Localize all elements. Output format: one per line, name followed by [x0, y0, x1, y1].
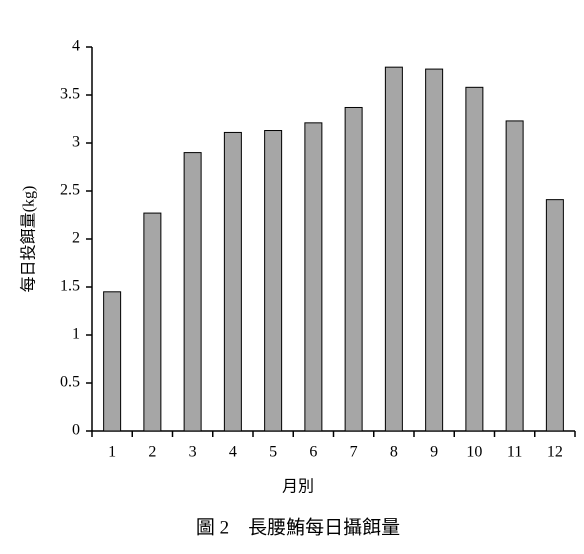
- x-tick-label: 12: [547, 444, 563, 461]
- x-tick-label: 4: [229, 444, 237, 461]
- bar: [505, 120, 524, 432]
- x-tick-label: 5: [269, 444, 277, 461]
- y-tick-label: 2.5: [60, 182, 80, 199]
- y-tick-label: 0.5: [60, 374, 80, 391]
- y-axis-label: 每日投餌量(kg): [20, 186, 38, 293]
- bar: [384, 66, 403, 432]
- x-tick-label: 9: [430, 444, 438, 461]
- x-tick-label: 2: [148, 444, 156, 461]
- x-tick-label: 1: [108, 444, 116, 461]
- bar: [425, 68, 444, 432]
- y-tick-label: 2: [72, 230, 80, 247]
- x-tick-label: 7: [350, 444, 358, 461]
- x-tick-label: 11: [507, 444, 522, 461]
- x-tick-label: 10: [466, 444, 482, 461]
- y-tick-label: 0: [72, 422, 80, 439]
- x-tick-label: 6: [309, 444, 317, 461]
- x-axis-label: 月別: [282, 478, 314, 496]
- x-tick-label: 3: [189, 444, 197, 461]
- y-tick-label: 3.5: [60, 86, 80, 103]
- bar: [545, 199, 564, 432]
- bar: [103, 291, 122, 432]
- y-tick-label: 3: [72, 134, 80, 151]
- x-tick-label: 8: [390, 444, 398, 461]
- bar: [223, 131, 242, 432]
- bar: [465, 86, 484, 432]
- bar: [143, 212, 162, 432]
- bar: [304, 122, 323, 432]
- bar: [264, 130, 283, 432]
- chart-title: 圖 2 長腰鮪每日攝餌量: [196, 516, 400, 538]
- bar: [344, 106, 363, 432]
- y-tick-label: 1: [72, 326, 80, 343]
- bar: [183, 152, 202, 432]
- y-tick-label: 1.5: [60, 278, 80, 295]
- y-tick-label: 4: [72, 38, 80, 55]
